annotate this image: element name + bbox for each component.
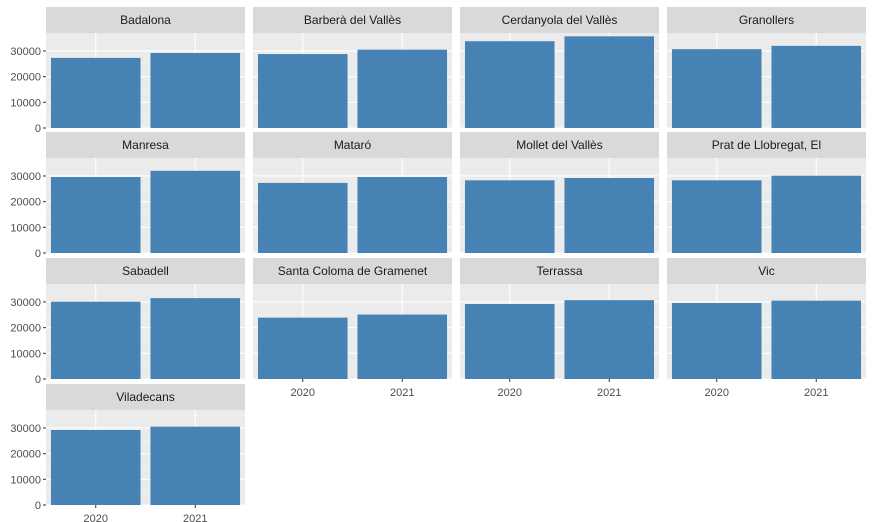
- x-tick-label: 2020: [291, 387, 315, 399]
- bar-cerdanyola-del-vall-s-2020: [464, 41, 555, 128]
- y-tick-label: 30000: [10, 423, 41, 435]
- bar-barber-del-vall-s-2021: [357, 49, 448, 128]
- y-tick-label: 20000: [10, 72, 41, 84]
- facet-title: Mollet del Vallès: [516, 138, 602, 152]
- facet-strip: [46, 132, 245, 158]
- facet-title: Manresa: [122, 138, 169, 152]
- facet-title: Prat de Llobregat, El: [712, 138, 821, 152]
- facet-strip: [46, 258, 245, 284]
- y-tick-label: 0: [35, 123, 41, 135]
- facet-strip: [667, 7, 866, 33]
- facet-strip: [253, 7, 452, 33]
- bar-viladecans-2021: [150, 426, 241, 505]
- bar-terrassa-2020: [464, 304, 555, 379]
- bar-granollers-2020: [671, 49, 762, 128]
- bar-santa-coloma-de-gramenet-2021: [357, 314, 448, 379]
- facet-strip: [46, 384, 245, 410]
- bar-barber-del-vall-s-2020: [257, 54, 348, 128]
- y-tick-label: 0: [35, 248, 41, 260]
- bar-prat-de-llobregat-el-2021: [771, 175, 862, 253]
- bar-badalona-2021: [150, 53, 241, 129]
- bar-mollet-del-vall-s-2020: [464, 180, 555, 253]
- y-tick-label: 30000: [10, 171, 41, 183]
- y-tick-label: 20000: [10, 197, 41, 209]
- facet-strip: [46, 7, 245, 33]
- y-tick-label: 30000: [10, 297, 41, 309]
- facet-strip: [460, 132, 659, 158]
- bar-cerdanyola-del-vall-s-2021: [564, 36, 655, 128]
- bar-vic-2021: [771, 300, 862, 379]
- bar-sabadell-2021: [150, 298, 241, 379]
- y-tick-label: 10000: [10, 97, 41, 109]
- x-tick-label: 2020: [705, 387, 729, 399]
- bar-sabadell-2020: [50, 301, 141, 379]
- x-tick-label: 2020: [498, 387, 522, 399]
- bar-terrassa-2021: [564, 300, 655, 379]
- y-tick-label: 10000: [10, 222, 41, 234]
- facet-title: Viladecans: [116, 390, 175, 404]
- bar-manresa-2021: [150, 170, 241, 253]
- facet-title: Granollers: [739, 13, 794, 27]
- bar-manresa-2020: [50, 177, 141, 253]
- y-tick-label: 20000: [10, 449, 41, 461]
- bar-viladecans-2020: [50, 430, 141, 505]
- facet-title: Badalona: [120, 13, 171, 27]
- x-tick-label: 2021: [597, 387, 621, 399]
- facet-strip: [460, 7, 659, 33]
- y-tick-label: 20000: [10, 323, 41, 335]
- x-tick-label: 2021: [183, 513, 207, 522]
- facet-strip: [667, 132, 866, 158]
- facet-title: Vic: [758, 264, 774, 278]
- bar-matar-2021: [357, 177, 448, 253]
- facet-strip: [667, 258, 866, 284]
- x-tick-label: 2020: [84, 513, 108, 522]
- bar-badalona-2020: [50, 57, 141, 128]
- x-tick-label: 2021: [804, 387, 828, 399]
- bar-vic-2020: [671, 303, 762, 379]
- bar-granollers-2021: [771, 45, 862, 128]
- facet-strip: [460, 258, 659, 284]
- facet-title: Terrassa: [536, 264, 582, 278]
- facet-title: Sabadell: [122, 264, 169, 278]
- facet-strip: [253, 132, 452, 158]
- bar-prat-de-llobregat-el-2020: [671, 180, 762, 253]
- bar-mollet-del-vall-s-2021: [564, 178, 655, 253]
- y-tick-label: 10000: [10, 474, 41, 486]
- y-tick-label: 10000: [10, 348, 41, 360]
- y-tick-label: 30000: [10, 46, 41, 58]
- facet-title: Barberà del Vallès: [304, 13, 401, 27]
- bar-matar-2020: [257, 182, 348, 253]
- facet-strip: [253, 258, 452, 284]
- facet-title: Santa Coloma de Gramenet: [278, 264, 428, 278]
- facet-title: Cerdanyola del Vallès: [502, 13, 618, 27]
- bar-santa-coloma-de-gramenet-2020: [257, 317, 348, 379]
- facet-title: Mataró: [334, 138, 372, 152]
- y-tick-label: 0: [35, 374, 41, 386]
- y-tick-label: 0: [35, 500, 41, 512]
- x-tick-label: 2021: [390, 387, 414, 399]
